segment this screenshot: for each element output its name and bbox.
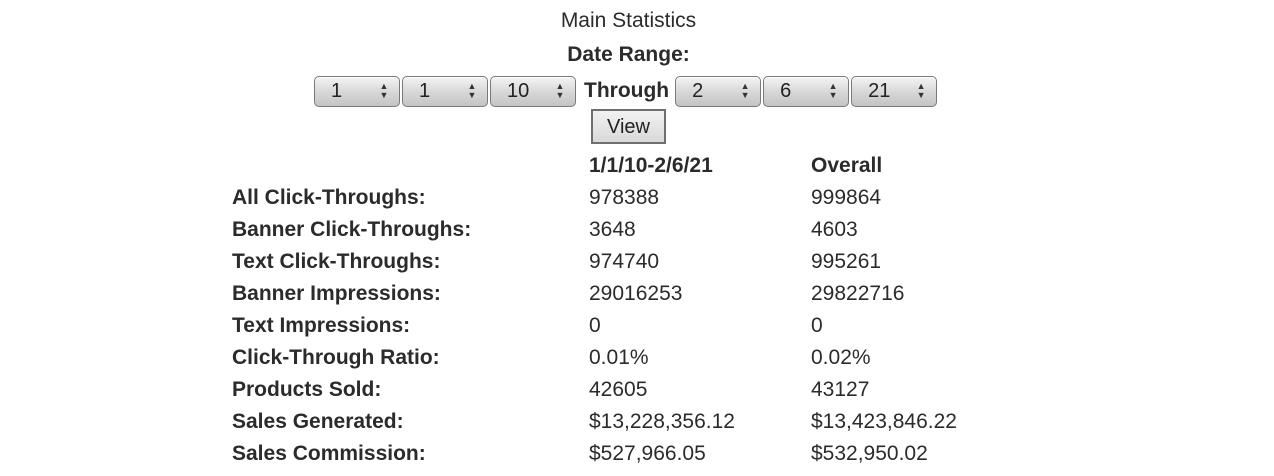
from-year-value: 10 xyxy=(507,79,530,102)
row-label: Sales Generated: xyxy=(232,410,404,433)
row-range-value: 974740 xyxy=(589,250,660,273)
date-range-selector: 1 ▲ ▼ 1 ▲ ▼ 10 ▲ ▼ Through 2 ▲ ▼ 6 ▲ ▼ 21 ▲ ▼ xyxy=(314,74,939,108)
select-arrows-icon: ▲ ▼ xyxy=(379,80,389,100)
from-day-select[interactable]: 1 ▲ ▼ xyxy=(402,75,488,107)
row-range-value: 29016253 xyxy=(589,282,683,305)
table-row: Products Sold: 42605 43127 xyxy=(232,374,1032,406)
from-day-value: 1 xyxy=(419,79,431,102)
row-overall-value: 4603 xyxy=(811,218,858,241)
row-overall-value: 29822716 xyxy=(811,282,905,305)
row-overall-value: 995261 xyxy=(811,250,882,273)
row-range-value: 42605 xyxy=(589,378,648,401)
from-month-select[interactable]: 1 ▲ ▼ xyxy=(314,75,400,107)
to-month-value: 2 xyxy=(692,79,704,102)
table-row: Sales Generated: $13,228,356.12 $13,423,… xyxy=(232,406,1032,438)
row-label: Text Impressions: xyxy=(232,314,411,337)
row-label: Products Sold: xyxy=(232,378,382,401)
row-label: Click-Through Ratio: xyxy=(232,346,440,369)
row-label: Banner Click-Throughs: xyxy=(232,218,472,241)
view-button[interactable]: View xyxy=(591,109,666,144)
table-row: Sales Commission: $527,966.05 $532,950.0… xyxy=(232,438,1032,470)
to-day-select[interactable]: 6 ▲ ▼ xyxy=(763,75,850,107)
header-date-range: 1/1/10-2/6/21 xyxy=(589,154,713,177)
row-range-value: $13,228,356.12 xyxy=(589,410,735,433)
table-row: Text Click-Throughs: 974740 995261 xyxy=(232,246,1032,278)
table-row: Click-Through Ratio: 0.01% 0.02% xyxy=(232,342,1032,374)
row-overall-value: $532,950.02 xyxy=(811,442,928,465)
header-overall: Overall xyxy=(811,154,883,177)
from-month-value: 1 xyxy=(331,79,343,102)
through-label: Through xyxy=(584,79,670,102)
row-range-value: $527,966.05 xyxy=(589,442,706,465)
date-range-label: Date Range: xyxy=(567,43,690,66)
to-day-value: 6 xyxy=(780,79,792,102)
table-row: All Click-Throughs: 978388 999864 xyxy=(232,182,1032,214)
statistics-table: 1/1/10-2/6/21 Overall All Click-Throughs… xyxy=(232,150,1032,470)
row-overall-value: $13,423,846.22 xyxy=(811,410,957,433)
row-label: Sales Commission: xyxy=(232,442,426,465)
row-range-value: 0.01% xyxy=(589,346,649,369)
select-arrows-icon: ▲ ▼ xyxy=(467,80,477,100)
row-overall-value: 999864 xyxy=(811,186,882,209)
row-label: Text Click-Throughs: xyxy=(232,250,441,273)
row-overall-value: 43127 xyxy=(811,378,870,401)
table-header-row: 1/1/10-2/6/21 Overall xyxy=(232,150,1032,182)
table-row: Banner Impressions: 29016253 29822716 xyxy=(232,278,1032,310)
row-overall-value: 0.02% xyxy=(811,346,871,369)
select-arrows-icon: ▲ ▼ xyxy=(916,80,926,100)
to-year-select[interactable]: 21 ▲ ▼ xyxy=(851,75,938,107)
to-month-select[interactable]: 2 ▲ ▼ xyxy=(675,75,762,107)
row-label: All Click-Throughs: xyxy=(232,186,426,209)
row-range-value: 978388 xyxy=(589,186,660,209)
table-row: Banner Click-Throughs: 3648 4603 xyxy=(232,214,1032,246)
to-year-value: 21 xyxy=(868,79,891,102)
row-range-value: 0 xyxy=(589,314,601,337)
select-arrows-icon: ▲ ▼ xyxy=(555,80,565,100)
row-range-value: 3648 xyxy=(589,218,636,241)
table-row: Text Impressions: 0 0 xyxy=(232,310,1032,342)
page-title: Main Statistics xyxy=(560,9,697,32)
from-year-select[interactable]: 10 ▲ ▼ xyxy=(490,75,576,107)
row-overall-value: 0 xyxy=(811,314,823,337)
select-arrows-icon: ▲ ▼ xyxy=(828,80,838,100)
header-label xyxy=(232,150,589,182)
row-label: Banner Impressions: xyxy=(232,282,441,305)
select-arrows-icon: ▲ ▼ xyxy=(740,80,750,100)
